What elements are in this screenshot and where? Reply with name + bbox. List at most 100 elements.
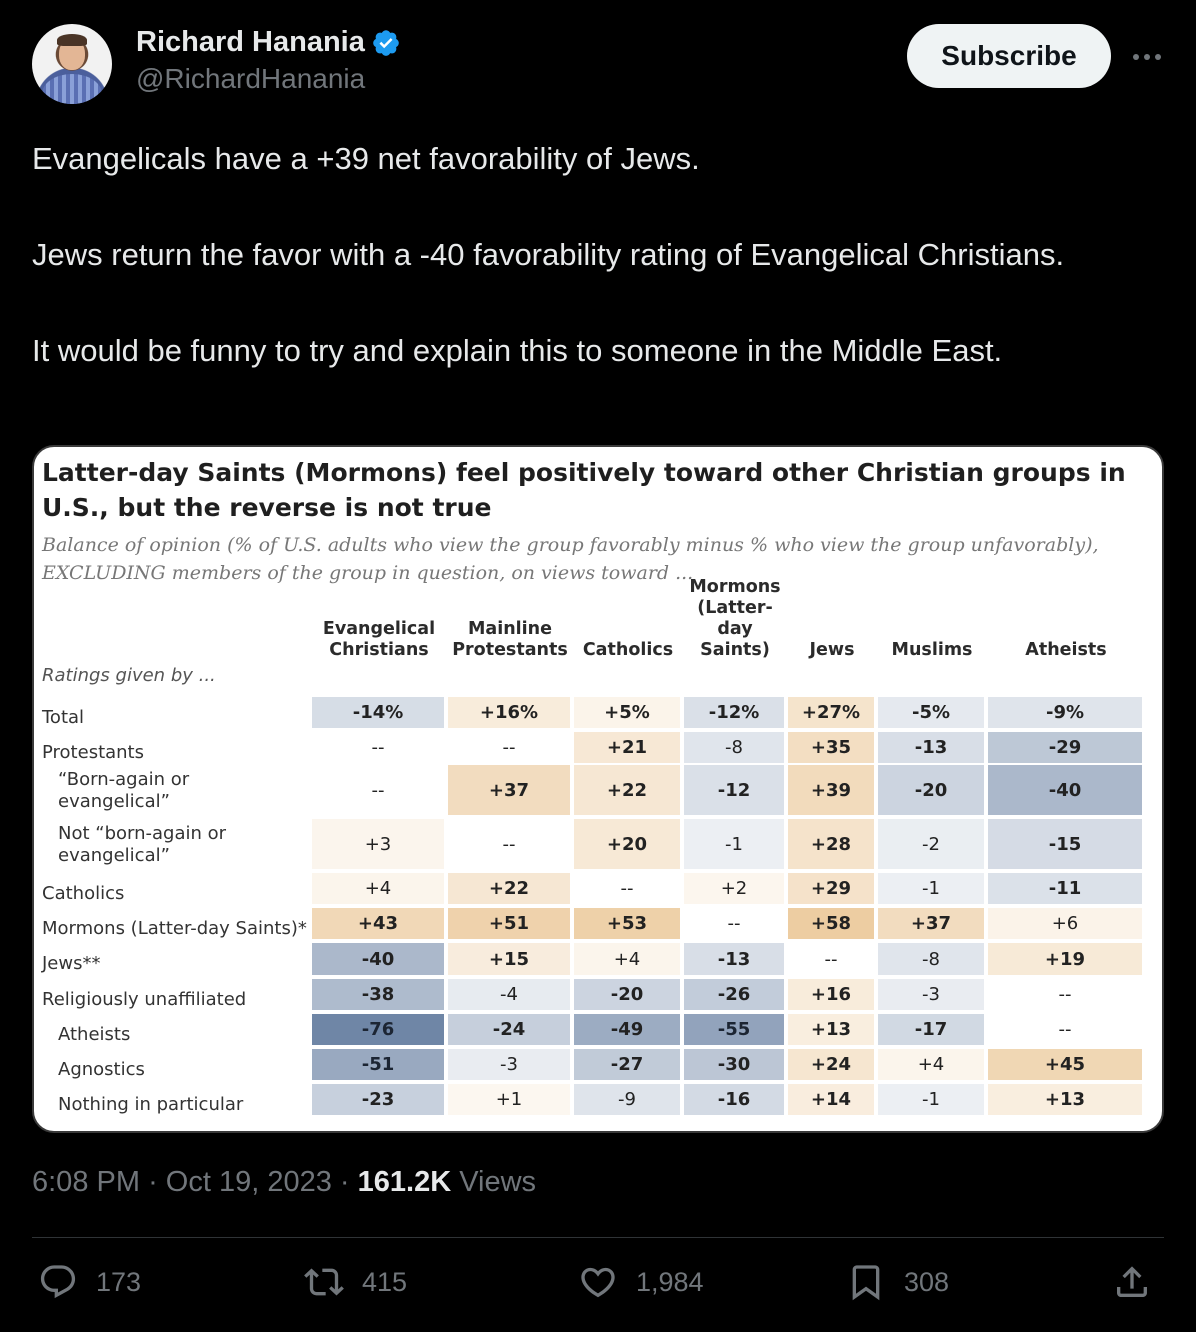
share-icon [1117, 1266, 1147, 1297]
table-cell: +45 [988, 1049, 1142, 1080]
table-cell: -- [574, 873, 680, 904]
handle[interactable]: @RichardHanania [136, 63, 366, 94]
reply-icon [40, 1265, 76, 1299]
table-cell: +4 [574, 943, 680, 975]
table-cell: +16 [788, 979, 874, 1010]
table-cell: +43 [312, 908, 444, 939]
table-cell: +22 [448, 873, 570, 904]
table-cell: -1 [878, 1084, 984, 1115]
table-cell: +13 [988, 1084, 1142, 1115]
meta-separator: · [339, 1166, 358, 1198]
author-block: Richard Hanania @RichardHanania [136, 26, 401, 95]
column-header: Atheists [1025, 640, 1107, 660]
table-cell: -15 [988, 819, 1142, 869]
display-name[interactable]: Richard Hanania [136, 26, 365, 58]
table-cell: -38 [312, 979, 444, 1010]
table-cell: +4 [312, 873, 444, 904]
table-cell: +2 [684, 873, 784, 904]
table-cell: -13 [878, 732, 984, 763]
table-cell: -11 [988, 873, 1142, 904]
table-cell: +3 [312, 819, 444, 869]
table-cell: +15 [448, 943, 570, 975]
verified-badge-icon[interactable] [371, 28, 401, 58]
more-icon[interactable] [1130, 42, 1164, 72]
table-cell: -24 [448, 1014, 570, 1045]
table-cell: +37 [878, 908, 984, 939]
table-cell: -14% [312, 697, 444, 728]
share-button[interactable] [1112, 1262, 1152, 1302]
row-label: Nothing in particular [58, 1094, 244, 1115]
chart-subtitle: Balance of opinion (% of U.S. adults who… [42, 534, 1099, 584]
table-cell: -- [788, 943, 874, 975]
row-label: Mormons (Latter-day Saints)* [42, 918, 307, 939]
table-cell: -3 [448, 1049, 570, 1080]
table-cell: -40 [988, 765, 1142, 815]
table-cell: +37 [448, 765, 570, 815]
table-cell: -- [312, 732, 444, 763]
table-cell: +39 [788, 765, 874, 815]
table-cell: -3 [878, 979, 984, 1010]
table-cell: +51 [448, 908, 570, 939]
table-cell: -12% [684, 697, 784, 728]
repost-icon [304, 1268, 344, 1296]
table-cell: -- [988, 1014, 1142, 1045]
table-cell: +6 [988, 908, 1142, 939]
table-cell: -49 [574, 1014, 680, 1045]
bookmark-button[interactable]: 308 [846, 1262, 949, 1302]
bookmark-icon [852, 1265, 880, 1301]
table-cell: -8 [878, 943, 984, 975]
table-cell: +27% [788, 697, 874, 728]
display-name-row[interactable]: Richard Hanania [136, 26, 401, 59]
subscribe-button[interactable]: Subscribe [907, 24, 1111, 88]
chart-image-card[interactable]: Latter-day Saints (Mormons) feel positiv… [32, 445, 1164, 1133]
repost-count: 415 [362, 1266, 408, 1297]
views-label: Views [459, 1166, 537, 1198]
column-header: Mormons (Latter-day Saints) [689, 577, 781, 660]
table-cell: -23 [312, 1084, 444, 1115]
table-cell: -55 [684, 1014, 784, 1045]
column-header: Muslims [891, 640, 973, 660]
divider [32, 1237, 1164, 1238]
ratings-label: Ratings given by ... [42, 665, 216, 686]
reply-button[interactable]: 173 [38, 1262, 141, 1302]
views-count: 161.2K [357, 1166, 452, 1198]
tweet-time[interactable]: 6:08 PM [32, 1166, 140, 1198]
table-cell: +53 [574, 908, 680, 939]
like-button[interactable]: 1,984 [578, 1262, 704, 1302]
table-cell: -2 [878, 819, 984, 869]
table-cell: -9% [988, 697, 1142, 728]
tweet-date[interactable]: Oct 19, 2023 [165, 1166, 332, 1198]
table-cell: -40 [312, 943, 444, 975]
row-label: Total [42, 707, 85, 728]
row-label: Catholics [42, 883, 125, 904]
table-cell: -- [684, 908, 784, 939]
action-bar: 173 415 1,984 308 [32, 1262, 1164, 1312]
table-cell: -27 [574, 1049, 680, 1080]
row-label: Not “born-again or evangelical” [58, 823, 227, 866]
column-header: Catholics [582, 640, 674, 660]
table-cell: +24 [788, 1049, 874, 1080]
table-cell: -5% [878, 697, 984, 728]
table-cell: -9 [574, 1084, 680, 1115]
repost-button[interactable]: 415 [304, 1262, 407, 1302]
table-cell: +5% [574, 697, 680, 728]
row-label: Jews** [42, 953, 101, 974]
chart-title: Latter-day Saints (Mormons) feel positiv… [42, 458, 1126, 522]
table-cell: +58 [788, 908, 874, 939]
table-cell: +22 [574, 765, 680, 815]
table-cell: -12 [684, 765, 784, 815]
column-header: Mainline Protestants [452, 619, 568, 660]
table-cell: -8 [684, 732, 784, 763]
like-count: 1,984 [636, 1266, 704, 1297]
table-cell: -1 [684, 819, 784, 869]
table-cell: -- [448, 732, 570, 763]
table-cell: -26 [684, 979, 784, 1010]
avatar[interactable] [32, 24, 112, 104]
table-cell: -- [448, 819, 570, 869]
table-cell: +4 [878, 1049, 984, 1080]
table-cell: -- [988, 979, 1142, 1010]
row-label: “Born-again or evangelical” [58, 769, 190, 812]
table-cell: +20 [574, 819, 680, 869]
table-cell: +29 [788, 873, 874, 904]
table-cell: +1 [448, 1084, 570, 1115]
